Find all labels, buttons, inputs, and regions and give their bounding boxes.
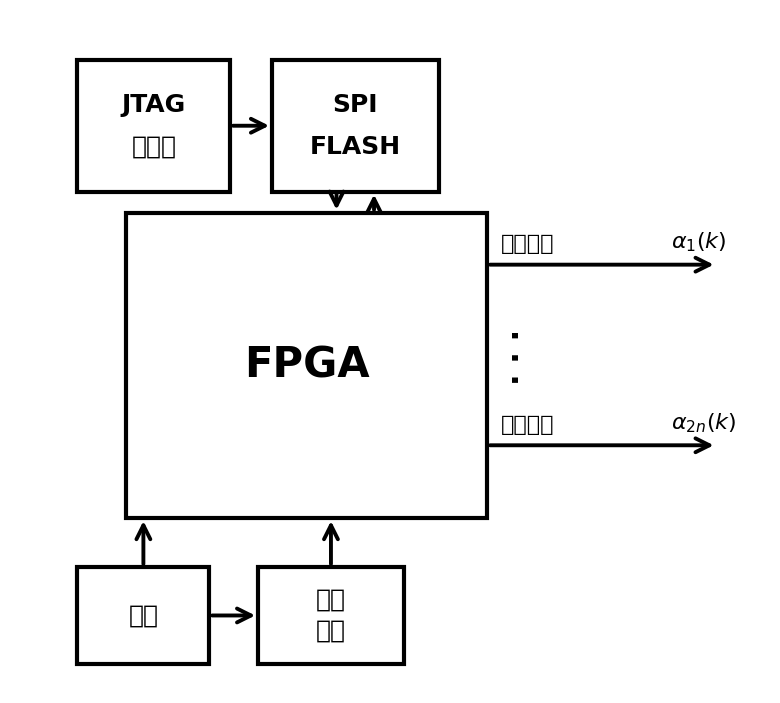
Text: 有源: 有源	[316, 588, 346, 612]
Text: $\alpha_{1}(k)$: $\alpha_{1}(k)$	[672, 231, 727, 254]
Bar	[272, 60, 438, 192]
Text: 数字序列: 数字序列	[501, 234, 555, 254]
Text: JTAG: JTAG	[122, 93, 186, 117]
Text: 电源: 电源	[129, 603, 158, 628]
Bar	[126, 212, 488, 518]
Text: 下载口: 下载口	[131, 135, 176, 159]
Text: 数字序列: 数字序列	[501, 415, 555, 435]
Bar	[258, 567, 404, 664]
Text: FPGA: FPGA	[244, 344, 370, 387]
Text: FLASH: FLASH	[310, 135, 401, 159]
Bar	[77, 567, 209, 664]
Text: · · ·: · · ·	[504, 329, 533, 385]
Bar	[77, 60, 230, 192]
Text: $\alpha_{2n}(k)$: $\alpha_{2n}(k)$	[672, 411, 736, 435]
Text: SPI: SPI	[332, 93, 378, 117]
Text: 晶振: 晶振	[316, 619, 346, 643]
